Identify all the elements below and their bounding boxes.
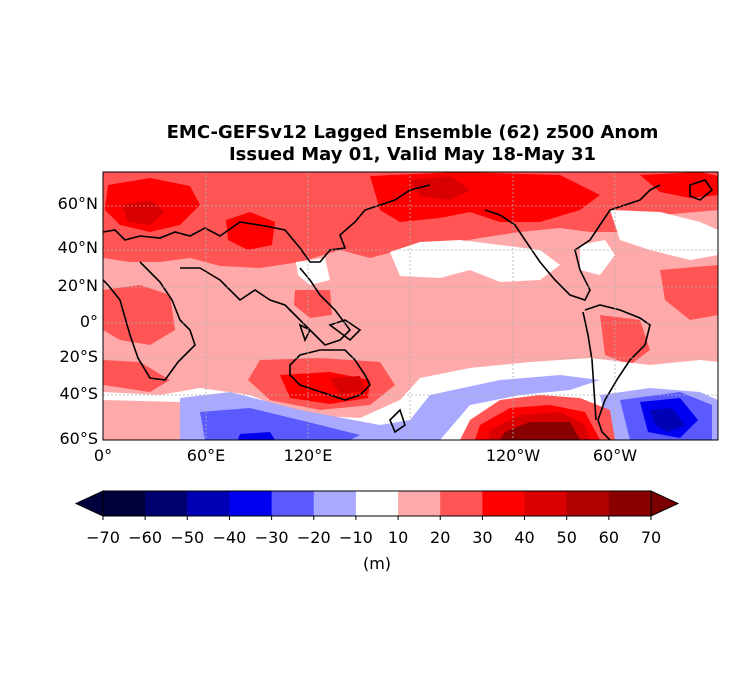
map-frame bbox=[102, 171, 719, 441]
coastline-greenland bbox=[689, 179, 714, 201]
lat-label-40s: 40°S bbox=[59, 384, 98, 403]
colorbar-tick-label: −20 bbox=[296, 528, 331, 547]
colorbar-tick-label: −10 bbox=[339, 528, 373, 547]
anomaly-20-30-southatlantic bbox=[660, 265, 718, 320]
lon-label-120e: 120°E bbox=[283, 446, 333, 465]
colorbar-segment bbox=[524, 491, 568, 516]
colorbar-segment bbox=[482, 491, 526, 516]
coastline-africa bbox=[103, 261, 196, 381]
coastline-south-america bbox=[584, 304, 651, 440]
lat-label-60s: 60°S bbox=[59, 429, 98, 448]
lat-label-equator: 0° bbox=[79, 312, 98, 331]
colorbar-segment bbox=[271, 491, 315, 516]
coastline-eurasia-north bbox=[103, 184, 431, 263]
colorbar-tick-label: −50 bbox=[170, 528, 205, 547]
colorbar-segment bbox=[313, 491, 357, 516]
colorbar-segment bbox=[229, 491, 273, 516]
coastline-south-asia bbox=[180, 267, 352, 346]
colorbar-tick-label: −70 bbox=[86, 528, 120, 547]
lon-label-60w: 60°W bbox=[592, 446, 638, 465]
colorbar-tick-label: 40 bbox=[514, 528, 535, 547]
anomaly-neutral-natlantic bbox=[610, 210, 718, 260]
colorbar-segment bbox=[187, 491, 230, 516]
coastline-new-zealand bbox=[389, 408, 406, 434]
colorbar-segment bbox=[566, 491, 610, 516]
colorbar-segment bbox=[398, 491, 441, 516]
lon-label-60e: 60°E bbox=[186, 446, 226, 465]
anomaly-neg40-neg50-drake bbox=[650, 408, 685, 432]
anomaly-50-60-southpacific bbox=[500, 422, 580, 440]
anomaly-neg20-neg30-south bbox=[200, 408, 360, 440]
colorbar-tick-label: 10 bbox=[387, 528, 409, 547]
colorbar-frame bbox=[102, 490, 652, 517]
colorbar-tick-label: 50 bbox=[556, 528, 577, 547]
anomaly-neutral-namerica bbox=[580, 240, 615, 275]
anomaly-map bbox=[103, 172, 718, 440]
title-line-2: Issued May 01, Valid May 18-May 31 bbox=[228, 144, 597, 165]
anomaly-10-20-southindian bbox=[103, 400, 200, 440]
colorbar-segment bbox=[608, 491, 652, 516]
lon-label-0: 0° bbox=[93, 446, 113, 465]
anomaly-neg30-neg40-south bbox=[238, 432, 275, 440]
anomaly-30-40-atlantic bbox=[640, 172, 718, 198]
colorbar-tick-label: 70 bbox=[640, 528, 662, 547]
colorbar-segment bbox=[103, 491, 146, 516]
coastline-indonesia bbox=[298, 319, 362, 343]
lat-label-20s: 20°S bbox=[59, 347, 98, 366]
colorbar-extend-max bbox=[650, 490, 680, 517]
gridlines bbox=[103, 172, 718, 440]
anomaly-20-30-africa bbox=[103, 285, 175, 345]
lon-label-120w: 120°W bbox=[485, 446, 541, 465]
coastlines bbox=[103, 179, 714, 440]
anomaly-40-50-pacific bbox=[410, 176, 470, 200]
colorbar-extend-min bbox=[74, 490, 104, 517]
colorbar-segment bbox=[440, 491, 483, 516]
anomaly-20-30-southafrica bbox=[103, 360, 170, 392]
coastline-australia bbox=[289, 349, 371, 401]
coastline-south-america-west bbox=[582, 311, 597, 421]
title-line-1: EMC-GEFSv12 Lagged Ensemble (62) z500 An… bbox=[166, 122, 659, 143]
colorbar-tick-label: 20 bbox=[430, 528, 451, 547]
colorbar-segment bbox=[355, 491, 399, 516]
colorbar-tick-label: 60 bbox=[598, 528, 620, 547]
colorbar bbox=[74, 490, 680, 520]
lat-label-20n: 20°N bbox=[57, 276, 98, 295]
colorbar-tick-label: −60 bbox=[128, 528, 163, 547]
anomaly-neutral-china bbox=[296, 258, 330, 285]
colorbar-tick-label: −30 bbox=[254, 528, 289, 547]
anomaly-40-50-australia bbox=[330, 376, 365, 395]
colorbar-tick-label: −40 bbox=[212, 528, 247, 547]
colorbar-segment bbox=[145, 491, 188, 516]
lat-label-40n: 40°N bbox=[57, 238, 98, 257]
colorbar-tick-label: 30 bbox=[472, 528, 493, 547]
lat-label-60n: 60°N bbox=[57, 194, 98, 213]
anomaly-30-40-asia bbox=[226, 212, 275, 250]
anomaly-neutral-npacific bbox=[390, 240, 560, 282]
colorbar-units: (m) bbox=[362, 554, 392, 573]
coastline-north-america bbox=[484, 184, 661, 301]
